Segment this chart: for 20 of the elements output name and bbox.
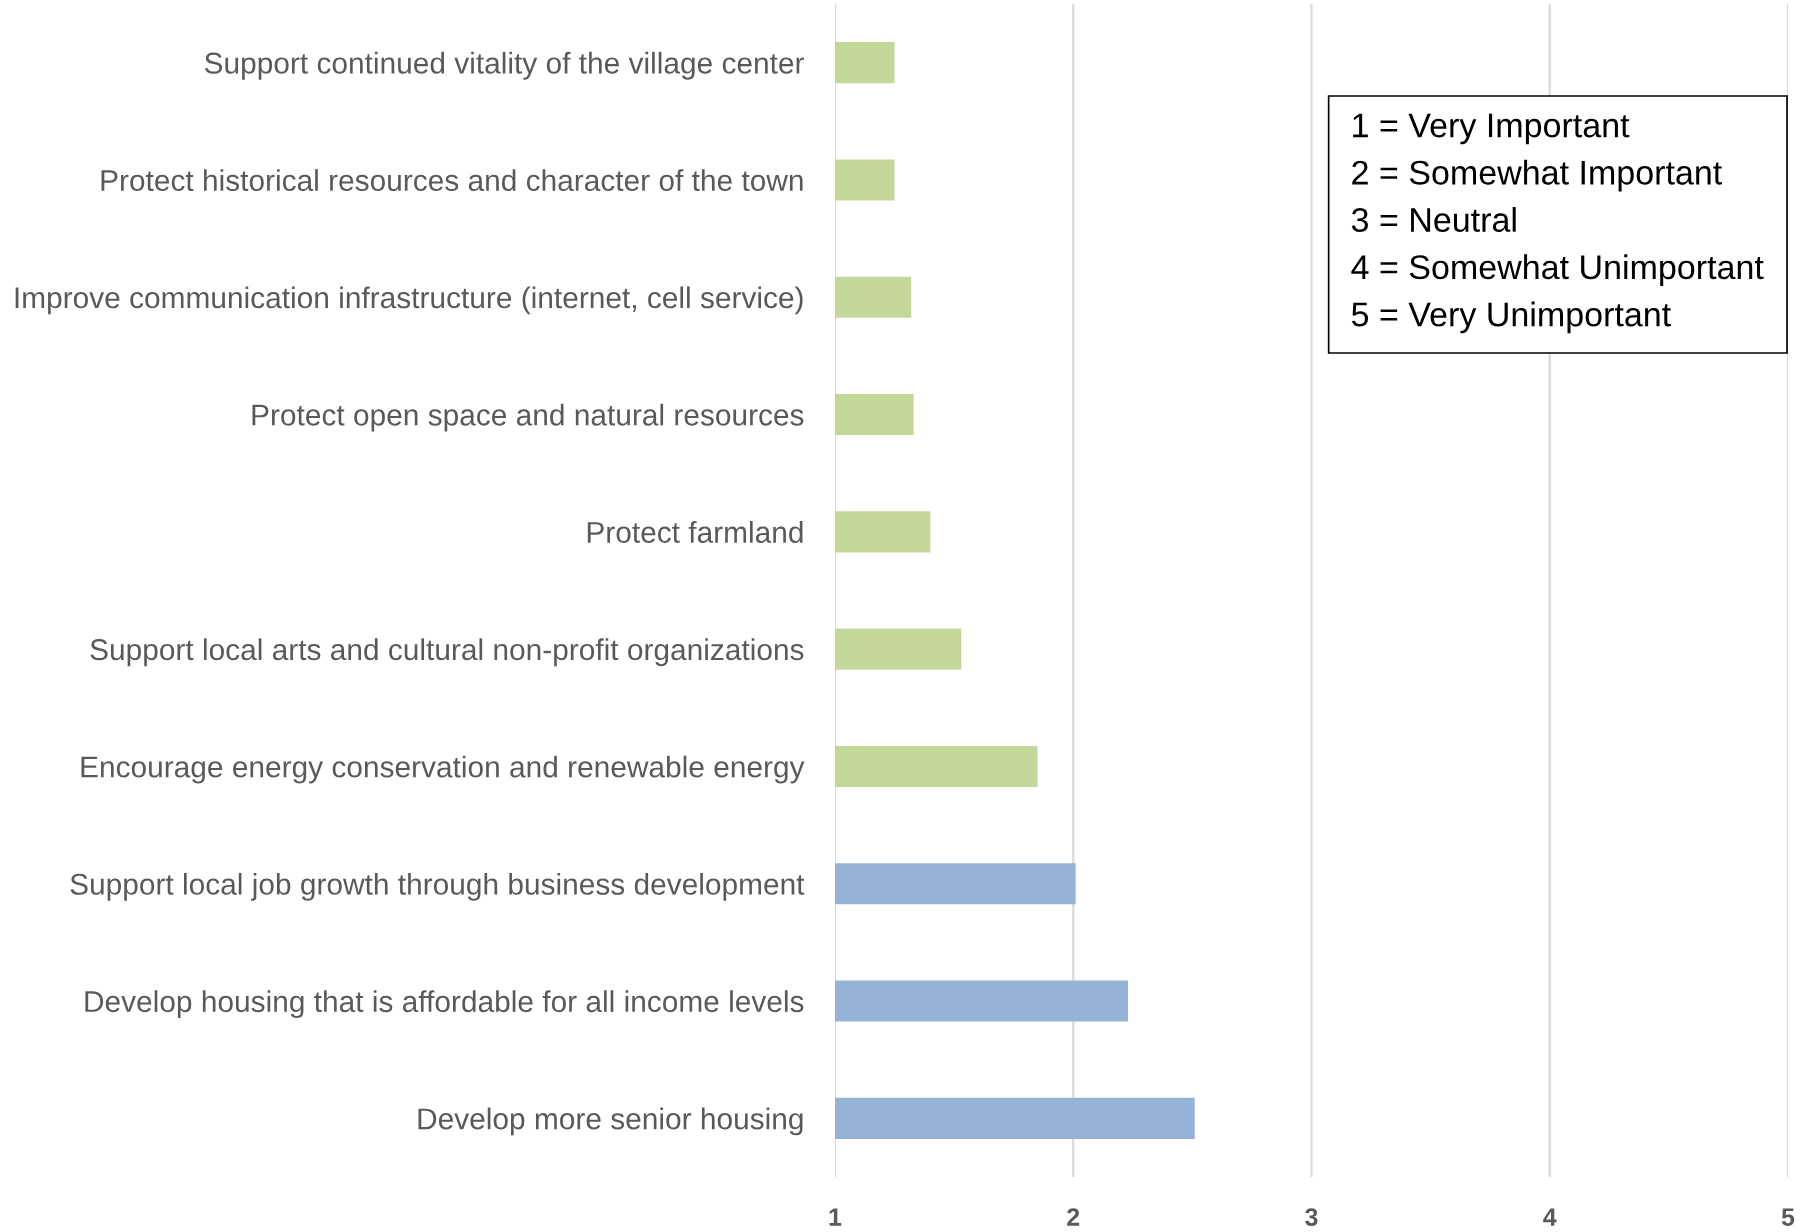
annotation: 3 = Neutral (1351, 207, 1516, 233)
y-tick-label: Protect historical resources and character of the town (101, 169, 803, 192)
y-tick-label: Develop housing that is affordable for all income levels (85, 990, 804, 1019)
y-tick-label: Develop more senior housing (418, 1107, 803, 1136)
x-tick-label: 5 (1781, 1208, 1795, 1226)
y-tick-label: Encourage energy conservation and renewable energy (81, 755, 805, 784)
y-tick-label: Support continued vitality of the village center (204, 51, 804, 80)
annotation: 2 = Somewhat Important (1352, 159, 1722, 192)
y-tick-label: Protect farmland (587, 521, 803, 543)
y-tick-label: Protect open space and natural resources (252, 403, 804, 432)
annotation: 5 = Very Unimportant (1351, 301, 1671, 334)
annotation: 1 = Very Important (1353, 113, 1630, 145)
x-tick-label: 2 (1067, 1208, 1080, 1226)
y-tick-label: Improve communication infrastructure (internet, cell service) (15, 286, 803, 315)
y-tick-label: Support local job growth through business development (70, 872, 805, 901)
x-tick-label: 1 (829, 1208, 842, 1226)
x-tick-label: 4 (1543, 1208, 1557, 1226)
y-tick-label: Support local arts and cultural non-profit organizations (90, 638, 804, 667)
annotation: 4 = Somewhat Unimportant (1351, 254, 1764, 287)
x-tick-label: 3 (1305, 1208, 1318, 1226)
